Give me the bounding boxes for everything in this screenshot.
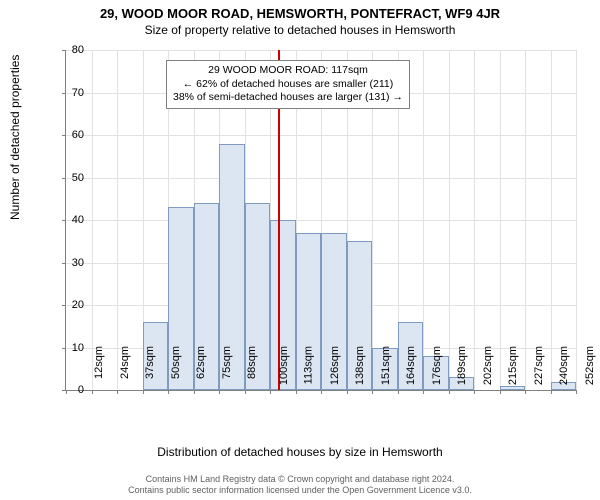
x-tick-label: 138sqm (354, 346, 366, 385)
y-tick-label: 10 (44, 342, 84, 354)
chart-subtitle: Size of property relative to detached ho… (0, 21, 600, 37)
x-tick-label: 100sqm (278, 346, 290, 385)
x-tick-label: 151sqm (380, 346, 392, 385)
y-tick-label: 50 (44, 172, 84, 184)
x-tick-label: 12sqm (93, 346, 105, 379)
x-tick-label: 176sqm (431, 346, 443, 385)
chart-container: 29, WOOD MOOR ROAD, HEMSWORTH, PONTEFRAC… (0, 0, 600, 500)
x-tick-label: 240sqm (558, 346, 570, 385)
y-tick-label: 80 (44, 44, 84, 56)
annot-line-3: 38% of semi-detached houses are larger (… (173, 91, 403, 105)
x-tick-label: 202sqm (482, 346, 494, 385)
x-tick-label: 126sqm (329, 346, 341, 385)
y-tick-label: 70 (44, 87, 84, 99)
annot-line-2: ← 62% of detached houses are smaller (21… (173, 78, 403, 92)
x-tick-label: 189sqm (456, 346, 468, 385)
y-tick-label: 40 (44, 214, 84, 226)
chart-area: 29 WOOD MOOR ROAD: 117sqm← 62% of detach… (65, 50, 575, 390)
x-tick-label: 75sqm (221, 346, 233, 379)
chart-title: 29, WOOD MOOR ROAD, HEMSWORTH, PONTEFRAC… (0, 0, 600, 21)
x-tick-label: 227sqm (533, 346, 545, 385)
x-axis-label: Distribution of detached houses by size … (0, 445, 600, 459)
annot-line-1: 29 WOOD MOOR ROAD: 117sqm (173, 64, 403, 78)
plot-region: 29 WOOD MOOR ROAD: 117sqm← 62% of detach… (65, 50, 576, 391)
y-tick-label: 20 (44, 299, 84, 311)
footer-line-1: Contains HM Land Registry data © Crown c… (0, 474, 600, 485)
y-tick-label: 0 (44, 384, 84, 396)
x-tick-label: 215sqm (507, 346, 519, 385)
footer-line-2: Contains public sector information licen… (0, 485, 600, 496)
footer: Contains HM Land Registry data © Crown c… (0, 474, 600, 496)
x-tick-label: 24sqm (119, 346, 131, 379)
x-tick-label: 164sqm (405, 346, 417, 385)
x-tick-label: 50sqm (170, 346, 182, 379)
y-tick-label: 30 (44, 257, 84, 269)
x-tick-label: 88sqm (246, 346, 258, 379)
x-tick-label: 113sqm (302, 346, 314, 384)
x-tick-label: 37sqm (144, 346, 156, 379)
annotation-box: 29 WOOD MOOR ROAD: 117sqm← 62% of detach… (166, 60, 410, 109)
y-tick-label: 60 (44, 129, 84, 141)
histogram-bar (500, 386, 526, 390)
x-tick-label: 62sqm (195, 346, 207, 379)
x-tick-label: 252sqm (584, 346, 596, 385)
y-axis-label: Number of detached properties (8, 55, 22, 220)
